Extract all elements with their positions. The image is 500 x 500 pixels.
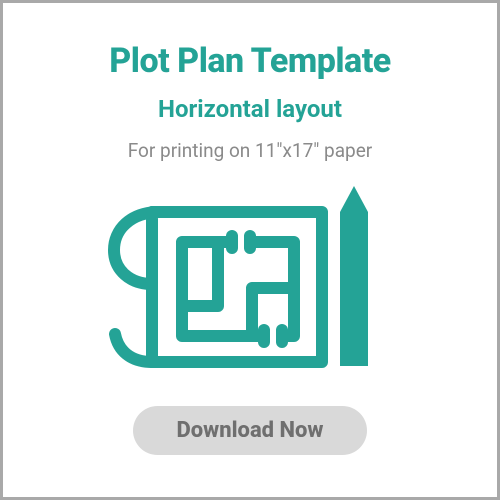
template-card: Plot Plan Template Horizontal layout For… [0, 0, 500, 500]
card-subtitle: Horizontal layout [158, 95, 342, 123]
card-description: For printing on 11"x17" paper [128, 139, 372, 162]
blueprint-pencil-svg [100, 172, 400, 392]
blueprint-pencil-icon [100, 172, 400, 392]
download-button[interactable]: Download Now [133, 406, 368, 455]
card-title: Plot Plan Template [109, 41, 391, 81]
